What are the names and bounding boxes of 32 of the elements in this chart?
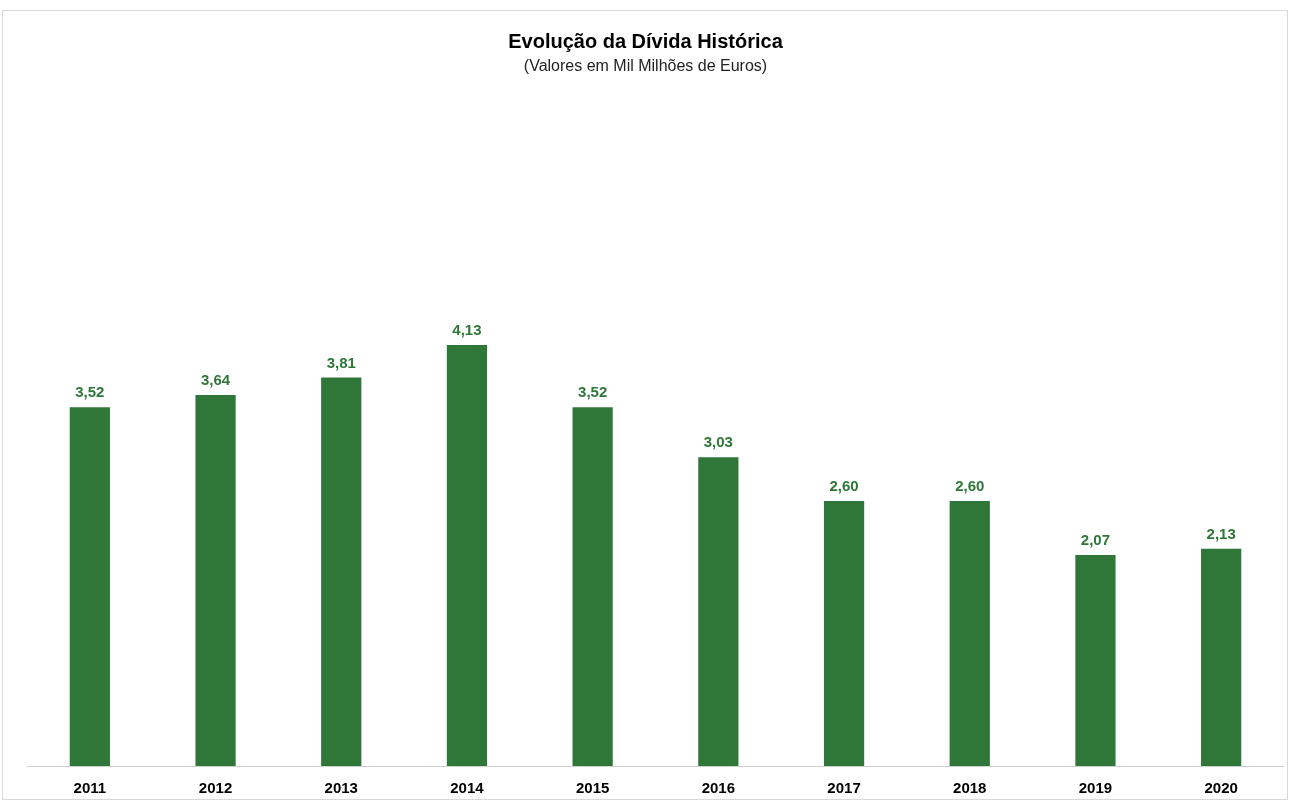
data-label: 2,13 — [1206, 524, 1236, 542]
bar — [823, 500, 865, 766]
bar — [1201, 548, 1242, 766]
bar — [321, 377, 362, 766]
data-label: 2,60 — [829, 476, 859, 494]
bar — [698, 457, 739, 766]
x-tick-label: 2019 — [1078, 779, 1113, 796]
bar — [949, 500, 990, 766]
x-tick-label: 2015 — [575, 779, 610, 796]
bar — [1075, 554, 1116, 766]
bar — [69, 407, 110, 766]
data-label: 3,03 — [703, 433, 733, 451]
data-label: 2,07 — [1080, 530, 1111, 548]
data-label: 2,60 — [955, 476, 985, 494]
x-tick-label: 2016 — [701, 779, 736, 796]
x-tick-label: 2018 — [953, 779, 987, 796]
data-label: 4,13 — [452, 321, 482, 338]
x-tick-label: 2011 — [73, 779, 107, 796]
bar — [446, 345, 488, 766]
chart-title: Evolução da Dívida Histórica — [508, 30, 784, 52]
x-tick-label: 2020 — [1204, 779, 1238, 796]
chart-subtitle: (Valores em Mil Milhões de Euros) — [523, 56, 768, 74]
bar — [572, 407, 613, 766]
data-label: 3,81 — [326, 353, 356, 371]
data-label: 3,64 — [200, 370, 231, 388]
x-tick-label: 2014 — [450, 779, 485, 796]
x-tick-label: 2012 — [198, 779, 233, 796]
data-label: 3,52 — [75, 383, 105, 401]
x-tick-label: 2013 — [324, 779, 358, 796]
x-tick-label: 2017 — [827, 779, 861, 796]
bar — [195, 394, 236, 766]
data-label: 3,52 — [578, 383, 608, 401]
